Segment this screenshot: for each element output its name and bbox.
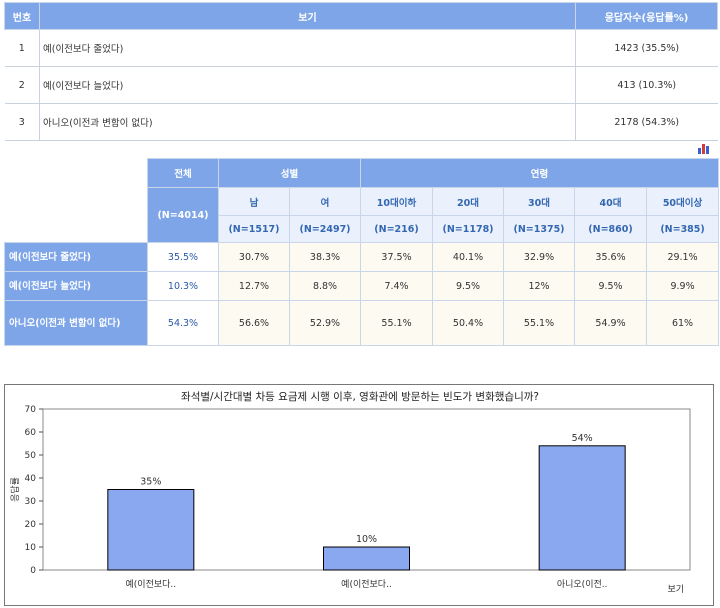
answer-row: 2 예(이전보다 늘었다) 413 (10.3%) [4, 66, 718, 104]
header-no: 번호 [4, 2, 40, 30]
cross-row: 예(이전보다 줄었다) 35.5% 30.7% 38.3% 37.5% 40.1… [4, 242, 720, 272]
cross-total: 35.5% [147, 242, 219, 272]
bar-data-label: 10% [356, 534, 377, 545]
y-tick-label: 50 [25, 451, 37, 461]
bar-chart: 0 10 20 30 40 50 60 70 응답률 35% 예(이전보다.. 10% 예(이전보다..… [9, 405, 691, 595]
cross-row-label: 예(이전보다 늘었다) [4, 271, 148, 301]
cross-table: 전체 성별 연령 (N=4014) 남 여 10대이하 20대 30대 40대 … [4, 158, 720, 346]
cross-row: 예(이전보다 늘었다) 10.3% 12.7% 8.8% 7.4% 9.5% 1… [4, 271, 720, 301]
total-header: 전체 [147, 158, 219, 188]
group-label: 30대 [503, 187, 576, 216]
cross-row-label: 아니오(이전과 변함이 없다) [4, 300, 148, 346]
cross-cell: 52.9% [288, 300, 362, 346]
y-tick-label: 0 [30, 566, 36, 576]
cross-cell: 32.9% [503, 242, 576, 272]
y-tick-label: 40 [25, 474, 37, 484]
bar [107, 489, 195, 571]
answer-no: 1 [4, 29, 40, 67]
cross-cell: 12% [503, 271, 576, 301]
group-label: 여 [288, 187, 362, 216]
answer-table: 번호 보기 응답자수(응답률%) 1 예(이전보다 줄었다) 1423 (35.… [4, 2, 718, 141]
answer-count: 1423 (35.5%) [575, 29, 718, 67]
x-axis-label: 보기 [667, 584, 684, 595]
cross-cell: 9.5% [432, 271, 505, 301]
y-tick-label: 30 [25, 497, 37, 507]
answer-no: 3 [4, 103, 40, 141]
answer-table-header: 번호 보기 응답자수(응답률%) [4, 2, 718, 30]
answer-row: 3 아니오(이전과 변함이 없다) 2178 (54.3%) [4, 103, 718, 141]
group-n: (N=216) [360, 215, 434, 243]
group-n: (N=385) [646, 215, 720, 243]
answer-row: 1 예(이전보다 줄었다) 1423 (35.5%) [4, 29, 718, 67]
cross-cell: 56.6% [218, 300, 290, 346]
age-header: 연령 [360, 158, 720, 188]
y-tick-label: 20 [25, 520, 37, 530]
answer-count: 2178 (54.3%) [575, 103, 718, 141]
group-n: (N=1178) [432, 215, 505, 243]
cross-total: 54.3% [147, 300, 219, 346]
cross-cell: 37.5% [360, 242, 434, 272]
chart-title: 좌석별/시간대별 차등 요금제 시행 이후, 영화관에 방문하는 빈도가 변화했… [181, 391, 539, 403]
y-tick-label: 60 [25, 428, 37, 438]
bar-chart-icon[interactable] [697, 142, 711, 154]
gender-header: 성별 [217, 158, 362, 188]
cross-cell: 12.7% [218, 271, 290, 301]
cross-cell: 55.1% [360, 300, 434, 346]
cross-cell: 7.4% [360, 271, 434, 301]
group-label: 10대이하 [360, 187, 434, 216]
x-tick-label: 예(이전보다.. [126, 579, 177, 590]
bar [323, 546, 410, 571]
chart-panel: 좌석별/시간대별 차등 요금제 시행 이후, 영화관에 방문하는 빈도가 변화했… [4, 384, 714, 606]
cross-cell: 35.6% [574, 242, 648, 272]
group-n: (N=2497) [288, 215, 362, 243]
cross-cell: 8.8% [288, 271, 362, 301]
x-tick-label: 예(이전보다.. [341, 579, 392, 590]
answer-label: 예(이전보다 줄었다) [39, 29, 576, 67]
total-n: (N=4014) [147, 187, 219, 243]
x-tick-label: 아니오(이전.. [557, 579, 608, 590]
answer-label: 예(이전보다 늘었다) [39, 66, 576, 104]
cross-cell: 54.9% [574, 300, 648, 346]
group-label: 50대이상 [646, 187, 720, 216]
group-label: 40대 [574, 187, 648, 216]
cross-row-label: 예(이전보다 줄었다) [4, 242, 148, 272]
group-n: (N=1517) [218, 215, 290, 243]
cross-cell: 61% [646, 300, 720, 346]
cross-total: 10.3% [147, 271, 219, 301]
group-label: 남 [218, 187, 290, 216]
answer-count: 413 (10.3%) [575, 66, 718, 104]
header-count: 응답자수(응답률%) [575, 2, 718, 30]
y-tick-label: 10 [25, 543, 37, 553]
y-tick-label: 70 [25, 405, 37, 415]
y-axis-label: 응답률 [9, 477, 21, 502]
cross-cell: 40.1% [432, 242, 505, 272]
cross-cell: 50.4% [432, 300, 505, 346]
answer-label: 아니오(이전과 변함이 없다) [39, 103, 576, 141]
cross-cell: 55.1% [503, 300, 576, 346]
blank-corner [4, 158, 148, 243]
group-n: (N=1375) [503, 215, 576, 243]
cross-cell: 9.9% [646, 271, 720, 301]
bar [538, 445, 626, 571]
cross-cell: 29.1% [646, 242, 720, 272]
cross-cell: 38.3% [288, 242, 362, 272]
group-label: 20대 [432, 187, 505, 216]
cross-row: 아니오(이전과 변함이 없다) 54.3% 56.6% 52.9% 55.1% … [4, 300, 720, 346]
bar-data-label: 54% [572, 433, 593, 444]
cross-cell: 9.5% [574, 271, 648, 301]
header-label: 보기 [39, 2, 576, 30]
answer-no: 2 [4, 66, 40, 104]
bar-data-label: 35% [140, 477, 161, 488]
cross-cell: 30.7% [218, 242, 290, 272]
group-n: (N=860) [574, 215, 648, 243]
